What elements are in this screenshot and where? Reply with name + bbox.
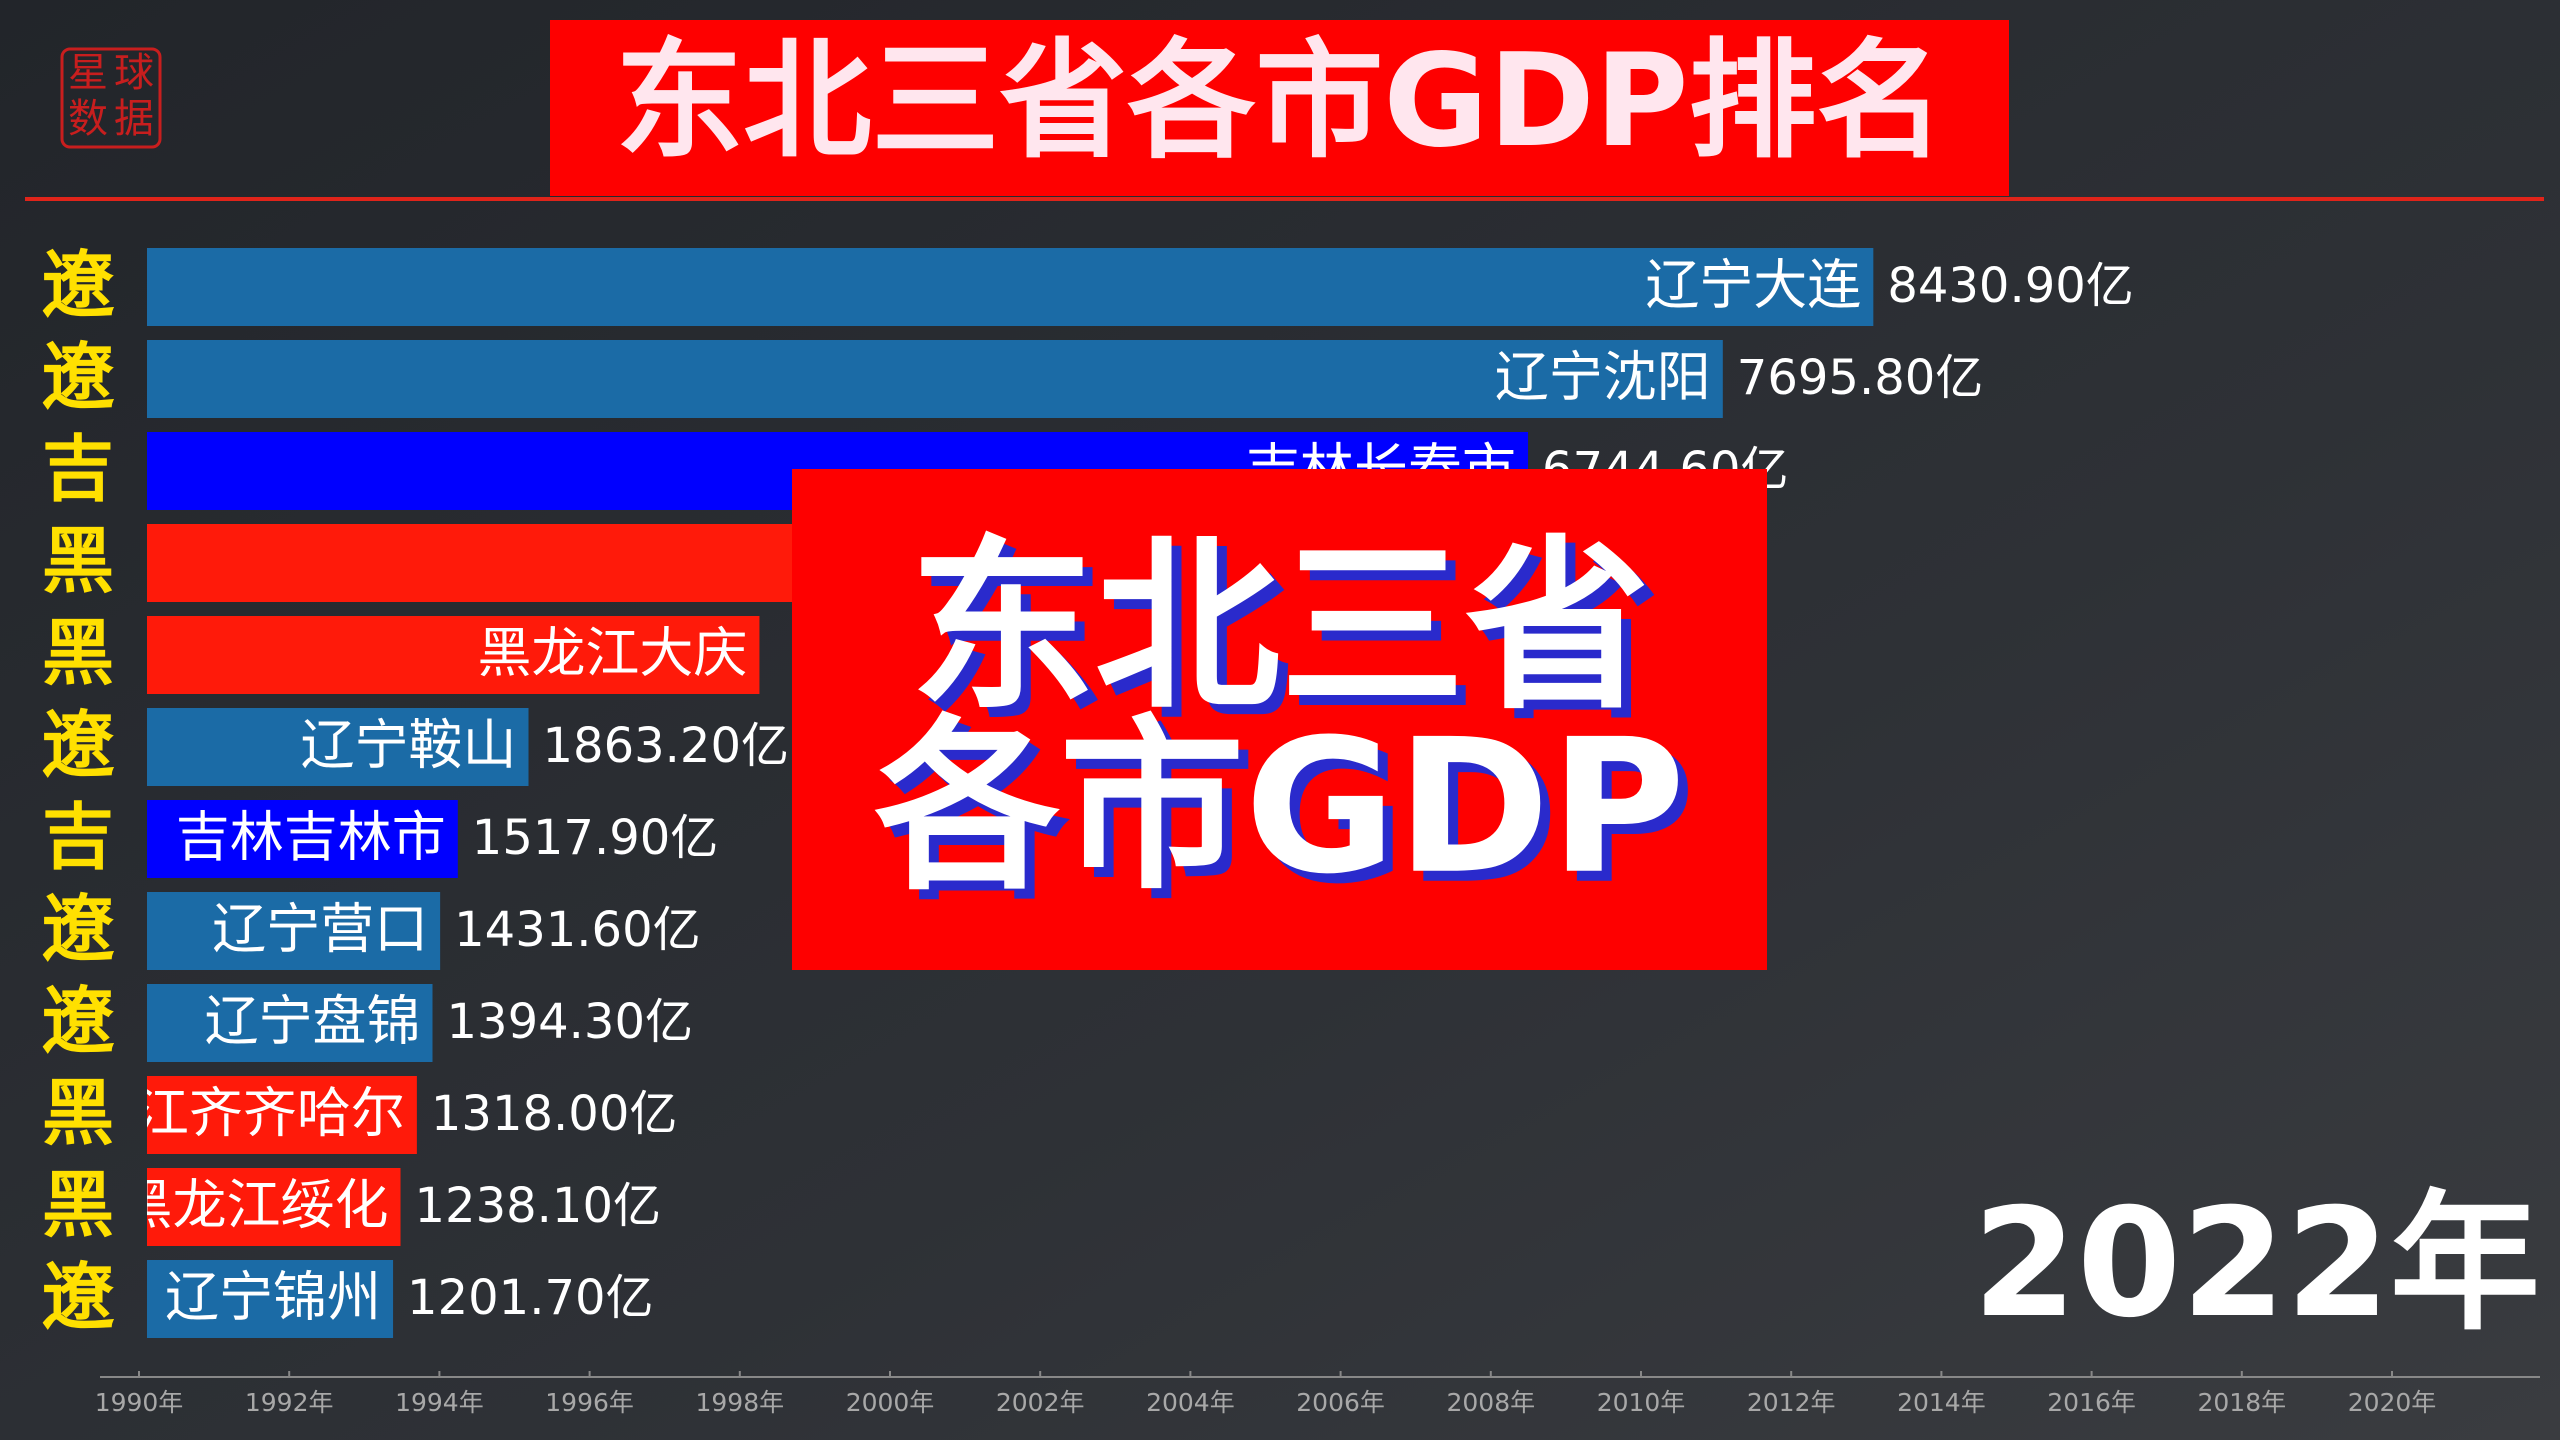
logo-char: 据 bbox=[114, 96, 154, 142]
timeline-label: 2018年 bbox=[2197, 1388, 2286, 1417]
bar-label: 辽宁锦州 bbox=[165, 1266, 381, 1329]
timeline-label: 1998年 bbox=[695, 1388, 784, 1417]
bar bbox=[147, 984, 433, 1062]
timeline-label: 1990年 bbox=[95, 1388, 184, 1417]
province-mark: 遼 bbox=[42, 702, 115, 787]
value-label: 8430.90亿 bbox=[1887, 258, 2134, 314]
title-box bbox=[550, 20, 2009, 196]
logo-char: 球 bbox=[114, 50, 154, 96]
bar-label: 辽宁沈阳 bbox=[1495, 346, 1711, 409]
bar bbox=[147, 248, 1874, 326]
overlay-shadow: 各市GDP bbox=[884, 709, 1695, 925]
province-mark: 遼 bbox=[42, 242, 115, 327]
bar bbox=[147, 1076, 417, 1154]
province-mark: 吉 bbox=[42, 426, 114, 511]
timeline-label: 2006年 bbox=[1296, 1388, 1385, 1417]
province-mark: 黑 bbox=[42, 1162, 114, 1247]
timeline-label: 1996年 bbox=[545, 1388, 634, 1417]
bar bbox=[147, 1168, 401, 1246]
value-label: 7695.80亿 bbox=[1737, 350, 1984, 406]
bar-label: 辽宁营口 bbox=[212, 898, 428, 961]
bar bbox=[147, 340, 1723, 418]
overlay-text: 东北三省 bbox=[910, 519, 1650, 735]
bar-label: 黑龙江绥化 bbox=[119, 1174, 389, 1237]
chart-title: 东北三省各市GDP排名 bbox=[615, 27, 1944, 176]
bar bbox=[147, 616, 760, 694]
province-mark: 黑 bbox=[42, 610, 114, 695]
bar-label: 辽宁盘锦 bbox=[204, 990, 420, 1053]
value-label: 1394.30亿 bbox=[446, 994, 693, 1050]
province-mark: 黑 bbox=[42, 518, 114, 603]
province-mark: 遼 bbox=[42, 978, 115, 1063]
timeline-label: 2002年 bbox=[996, 1388, 1085, 1417]
bar bbox=[147, 1260, 394, 1338]
overlay-shadow: 东北三省 bbox=[920, 529, 1660, 745]
province-mark: 遼 bbox=[42, 886, 115, 971]
value-label: 1201.70亿 bbox=[407, 1270, 654, 1326]
timeline-label: 2020年 bbox=[2348, 1388, 2437, 1417]
bar bbox=[147, 892, 441, 970]
bar-label: 辽宁大连 bbox=[1645, 254, 1861, 317]
bar-label: 辽宁鞍山 bbox=[301, 714, 517, 777]
province-mark: 遼 bbox=[42, 1254, 115, 1339]
bar bbox=[147, 800, 458, 878]
bar-label: 黑龙江大庆 bbox=[477, 622, 747, 685]
bar-label: 吉林吉林市 bbox=[176, 806, 446, 869]
timeline-label: 2010年 bbox=[1597, 1388, 1686, 1417]
bar bbox=[147, 708, 529, 786]
timeline-label: 2000年 bbox=[846, 1388, 935, 1417]
year-label: 2022年 bbox=[1973, 1177, 2540, 1351]
timeline-label: 2004年 bbox=[1146, 1388, 1235, 1417]
bar-label: 黑龙江齐齐哈尔 bbox=[27, 1082, 405, 1145]
overlay-box bbox=[792, 469, 1767, 970]
province-mark: 黑 bbox=[42, 1070, 114, 1155]
value-label: 1238.10亿 bbox=[415, 1178, 662, 1234]
timeline-label: 2014年 bbox=[1897, 1388, 1986, 1417]
bars: 遼辽宁大连8430.90亿遼辽宁沈阳7695.80亿吉吉林长春市6744.60亿… bbox=[27, 242, 2134, 1339]
value-label: 1431.60亿 bbox=[454, 902, 701, 958]
logo-frame bbox=[60, 47, 162, 149]
timeline-label: 1992年 bbox=[245, 1388, 334, 1417]
province-mark: 遼 bbox=[42, 334, 115, 419]
logo-char: 星 bbox=[68, 50, 108, 96]
timeline-label: 1994年 bbox=[395, 1388, 484, 1417]
value-label: 1318.00亿 bbox=[431, 1086, 678, 1142]
timeline: 1990年 1992年 1994年 1996年 1998年 2000年 2002年 2004年… bbox=[95, 1371, 2540, 1417]
logo-char: 数 bbox=[68, 96, 108, 142]
timeline-label: 2016年 bbox=[2047, 1388, 2136, 1417]
timeline-label: 2012年 bbox=[1747, 1388, 1836, 1417]
timeline-label: 2008年 bbox=[1446, 1388, 1535, 1417]
logo: 星球数据 bbox=[68, 50, 154, 142]
overlay-text: 各市GDP bbox=[874, 699, 1685, 915]
province-mark: 吉 bbox=[42, 794, 114, 879]
value-label: 1517.90亿 bbox=[472, 810, 719, 866]
value-label: 1863.20亿 bbox=[543, 718, 790, 774]
